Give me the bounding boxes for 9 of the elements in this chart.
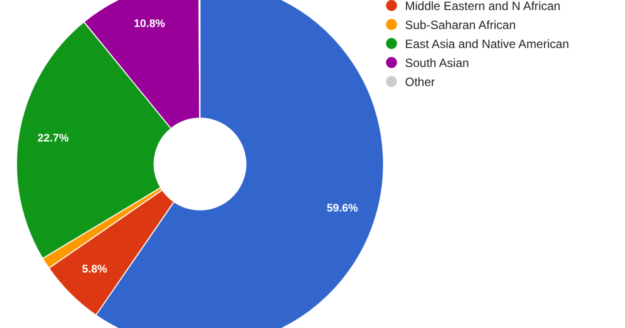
data-label: 59.6% bbox=[326, 202, 358, 214]
legend-label: Middle Eastern and N African bbox=[405, 0, 560, 12]
legend-label: South Asian bbox=[405, 56, 470, 70]
legend-label: Other bbox=[405, 74, 436, 88]
legend-label: East Asia and Native American bbox=[405, 36, 570, 50]
data-label: 10.8% bbox=[134, 18, 166, 30]
data-label: 22.7% bbox=[38, 132, 69, 144]
legend-label: Sub-Saharan African bbox=[405, 18, 516, 32]
data-label: 5.8% bbox=[82, 263, 108, 276]
